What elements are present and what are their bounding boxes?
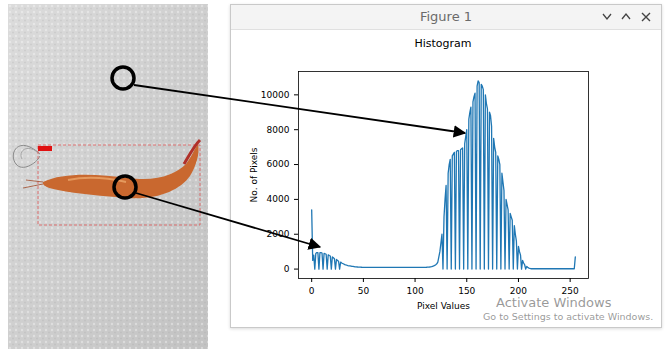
svg-text:0: 0	[309, 286, 315, 296]
svg-text:100: 100	[406, 286, 423, 296]
svg-text:50: 50	[358, 286, 370, 296]
svg-text:8000: 8000	[267, 125, 290, 135]
svg-text:250: 250	[562, 286, 579, 296]
svg-text:200: 200	[510, 286, 527, 296]
svg-text:No. of Pixels: No. of Pixels	[249, 147, 259, 202]
html-text:Activate Windows: Activate Windows	[496, 295, 612, 310]
html-text:Go to Settings to activate Win: Go to Settings to activate Windows.	[483, 311, 654, 322]
svg-text:150: 150	[458, 286, 475, 296]
svg-text:6000: 6000	[267, 159, 290, 169]
svg-text:2000: 2000	[267, 229, 290, 239]
svg-text:10000: 10000	[261, 90, 290, 100]
html-text:Figure 1: Figure 1	[419, 9, 472, 24]
svg-text:Pixel Values: Pixel Values	[417, 301, 470, 311]
svg-text:4000: 4000	[267, 194, 290, 204]
svg-text:0: 0	[284, 264, 290, 274]
html-text:Histogram: Histogram	[414, 37, 472, 50]
